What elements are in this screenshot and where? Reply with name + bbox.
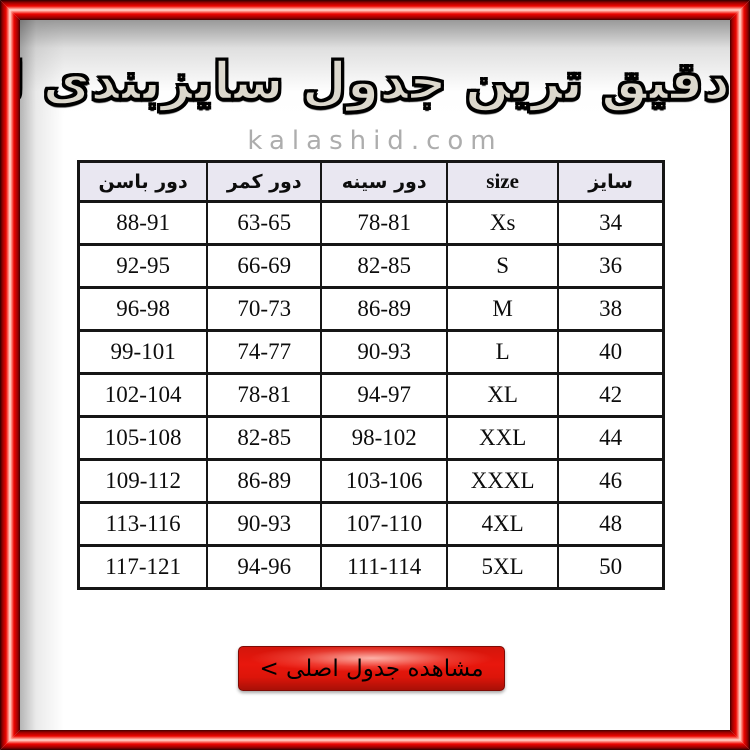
table-cell: 107-110 — [320, 501, 449, 547]
frame-right-edge — [730, 0, 750, 750]
table-cell: 44 — [557, 415, 665, 461]
table-cell: 5XL — [446, 544, 560, 590]
page-title: دقیق ترین جدول سایزبندی لباس — [0, 51, 731, 114]
table-cell: 102-104 — [77, 372, 209, 418]
view-original-table-button[interactable]: مشاهده جدول اصلی > — [238, 646, 505, 691]
table-cell: XXXL — [446, 458, 560, 504]
table-cell: 63-65 — [206, 200, 323, 246]
table-cell: 113-116 — [77, 501, 209, 547]
table-cell: 90-93 — [206, 501, 323, 547]
table-cell: 105-108 — [77, 415, 209, 461]
column-header: سایز — [557, 160, 665, 203]
frame-left-edge — [0, 0, 20, 750]
frame-top-edge — [0, 0, 750, 20]
column-header: دور کمر — [206, 160, 323, 203]
table-cell: 86-89 — [320, 286, 449, 332]
table-row: 38 M 86-89 70-73 96-98 — [77, 286, 665, 332]
table-cell: 66-69 — [206, 243, 323, 289]
table-cell: XXL — [446, 415, 560, 461]
table-cell: 82-85 — [206, 415, 323, 461]
table-cell: 48 — [557, 501, 665, 547]
table-cell: 117-121 — [77, 544, 209, 590]
table-cell: 70-73 — [206, 286, 323, 332]
table-cell: 109-112 — [77, 458, 209, 504]
table-row: 36 S 82-85 66-69 92-95 — [77, 243, 665, 289]
table-cell: L — [446, 329, 560, 375]
table-cell: XL — [446, 372, 560, 418]
table-cell: 82-85 — [320, 243, 449, 289]
view-original-table-label: مشاهده جدول اصلی > — [259, 655, 484, 682]
table-cell: 98-102 — [320, 415, 449, 461]
table-cell: 92-95 — [77, 243, 209, 289]
table-row: 42 XL 94-97 78-81 102-104 — [77, 372, 665, 418]
table-row: 34 Xs 78-81 63-65 88-91 — [77, 200, 665, 246]
table-cell: S — [446, 243, 560, 289]
table-row: 46 XXXL 103-106 86-89 109-112 — [77, 458, 665, 504]
table-cell: Xs — [446, 200, 560, 246]
table-cell: 103-106 — [320, 458, 449, 504]
table-cell: 78-81 — [320, 200, 449, 246]
table-cell: 78-81 — [206, 372, 323, 418]
column-header: size — [446, 160, 560, 203]
frame-bottom-edge — [0, 730, 750, 750]
table-cell: 90-93 — [320, 329, 449, 375]
table-cell: 86-89 — [206, 458, 323, 504]
table-cell: 46 — [557, 458, 665, 504]
table-cell: 50 — [557, 544, 665, 590]
table-row: 50 5XL 111-114 94-96 117-121 — [77, 544, 665, 590]
content-area: دقیق ترین جدول سایزبندی لباس kalashid.co… — [0, 20, 731, 730]
table-cell: 40 — [557, 329, 665, 375]
table-cell: 88-91 — [77, 200, 209, 246]
table-header-row: سایز size دور سینه دور کمر دور باسن — [77, 160, 665, 203]
table-cell: 94-96 — [206, 544, 323, 590]
size-table: سایز size دور سینه دور کمر دور باسن 34 Xs 78-8… — [77, 160, 665, 590]
table-cell: 111-114 — [320, 544, 449, 590]
column-header: دور باسن — [77, 160, 209, 203]
table-cell: 96-98 — [77, 286, 209, 332]
table-cell: 4XL — [446, 501, 560, 547]
table-row: 44 XXL 98-102 82-85 105-108 — [77, 415, 665, 461]
table-row: 48 4XL 107-110 90-93 113-116 — [77, 501, 665, 547]
table-row: 40 L 90-93 74-77 99-101 — [77, 329, 665, 375]
watermark: kalashid.com — [247, 126, 503, 156]
table-cell: 74-77 — [206, 329, 323, 375]
table-cell: 34 — [557, 200, 665, 246]
table-cell: M — [446, 286, 560, 332]
column-header: دور سینه — [320, 160, 449, 203]
table-cell: 38 — [557, 286, 665, 332]
table-cell: 99-101 — [77, 329, 209, 375]
table-cell: 42 — [557, 372, 665, 418]
table-cell: 94-97 — [320, 372, 449, 418]
size-table-body: 34 Xs 78-81 63-65 88-91 36 S 82-85 66-69 92-95 38 M… — [77, 200, 665, 590]
table-cell: 36 — [557, 243, 665, 289]
